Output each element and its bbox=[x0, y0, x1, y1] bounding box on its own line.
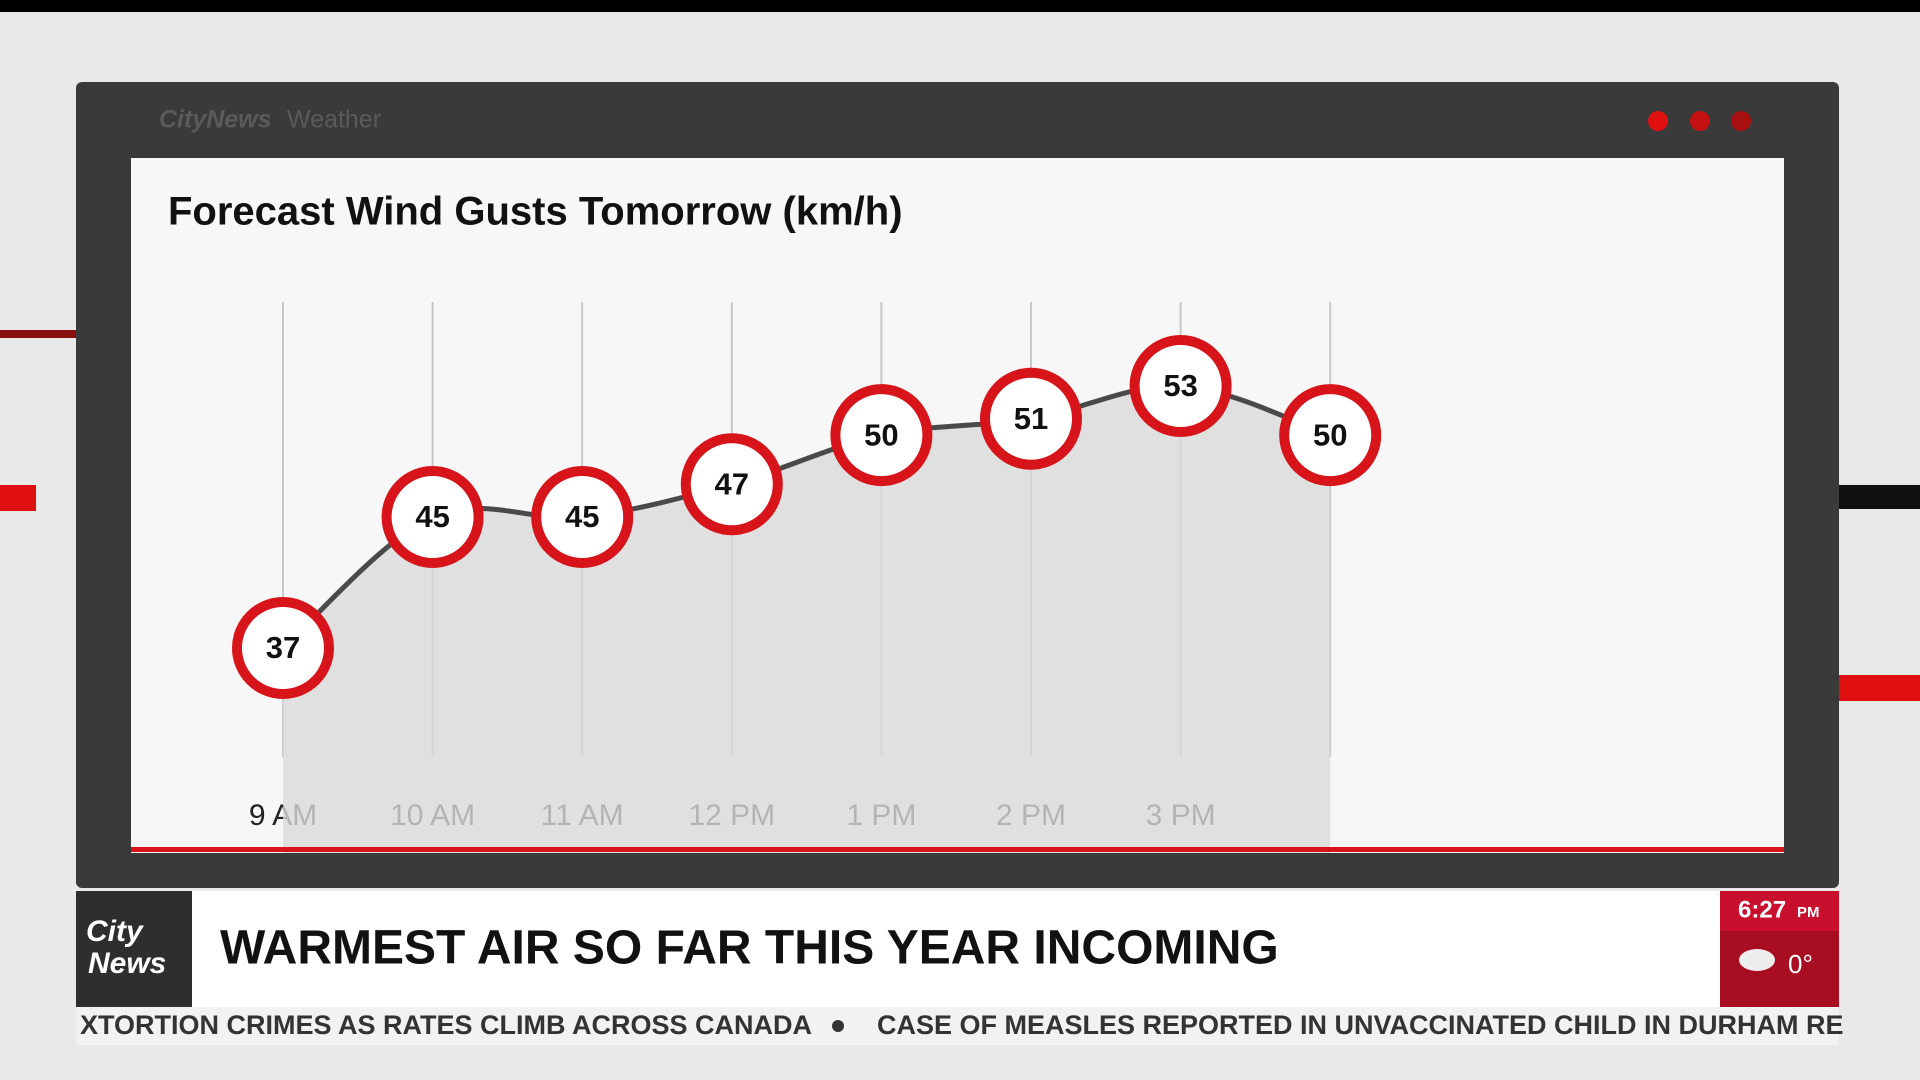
brand: CityNews bbox=[159, 106, 272, 134]
ticker-item: XTORTION CRIMES AS RATES CLIMB ACROSS CA… bbox=[80, 1010, 812, 1040]
value-label: 45 bbox=[565, 499, 599, 534]
value-label: 50 bbox=[864, 417, 898, 452]
marker bbox=[531, 466, 634, 568]
deco bbox=[1839, 675, 1920, 701]
headline-band bbox=[192, 891, 1720, 1007]
ticker-band bbox=[76, 1007, 1839, 1045]
value-label: 45 bbox=[415, 499, 449, 534]
time: 6:27 bbox=[1738, 896, 1786, 923]
marker bbox=[1129, 335, 1232, 437]
time-suffix: PM bbox=[1797, 904, 1820, 921]
time-box bbox=[1720, 891, 1839, 931]
logo: City bbox=[86, 915, 144, 948]
marker bbox=[830, 384, 933, 487]
deco bbox=[1839, 485, 1920, 509]
marker bbox=[232, 597, 334, 699]
value-label: 50 bbox=[1313, 417, 1347, 452]
ticker-item: CASE OF MEASLES REPORTED IN UNVACCINATED… bbox=[877, 1010, 1844, 1040]
ticker-bullet bbox=[832, 1020, 844, 1032]
logo-box bbox=[76, 891, 192, 1007]
value-label: 51 bbox=[1014, 401, 1048, 436]
value-label: 53 bbox=[1163, 368, 1197, 403]
dot bbox=[1731, 111, 1751, 131]
marker bbox=[680, 433, 783, 536]
dot bbox=[1690, 111, 1710, 131]
logo: News bbox=[88, 947, 166, 980]
top-bar bbox=[0, 0, 1920, 12]
section: Weather bbox=[287, 106, 381, 134]
bottom-rule bbox=[131, 847, 1784, 852]
deco bbox=[0, 330, 76, 338]
deco bbox=[0, 485, 36, 511]
marker bbox=[1279, 384, 1382, 487]
value-label: 47 bbox=[715, 466, 749, 501]
chart-title: Forecast Wind Gusts Tomorrow (km/h) bbox=[168, 190, 903, 234]
marker bbox=[381, 466, 484, 568]
plot: 9 AM10 AM11 AM12 PM1 PM2 PM3 PM374545475… bbox=[232, 302, 1382, 853]
temperature: 0° bbox=[1788, 949, 1813, 979]
weather-box bbox=[1720, 931, 1839, 1007]
area bbox=[283, 385, 1331, 853]
dot bbox=[1648, 111, 1668, 131]
marker bbox=[980, 367, 1082, 470]
headline: WARMEST AIR SO FAR THIS YEAR INCOMING bbox=[220, 922, 1279, 975]
value-label: 37 bbox=[266, 630, 300, 665]
weather-icon bbox=[1739, 949, 1775, 971]
